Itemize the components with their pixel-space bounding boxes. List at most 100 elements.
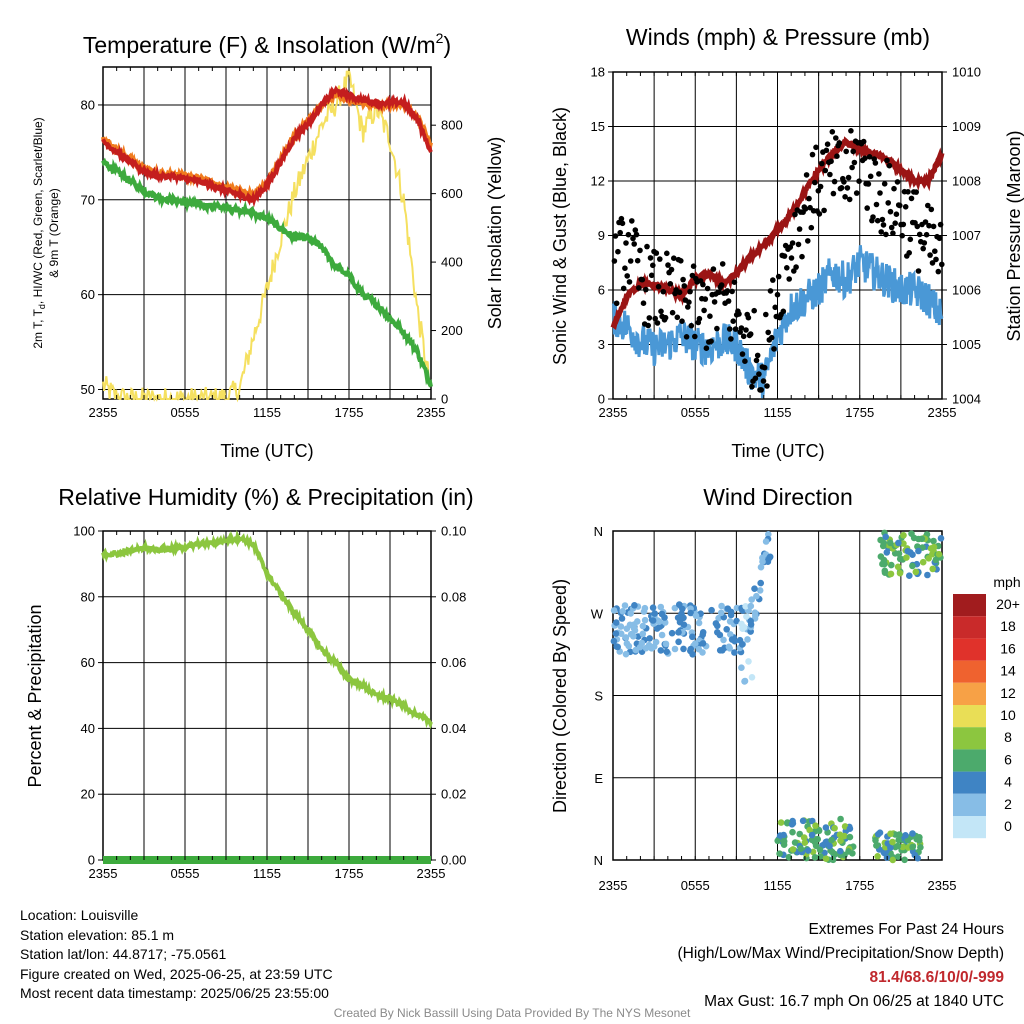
y-tick-label: 20 bbox=[81, 787, 95, 802]
wind-direction-point bbox=[662, 640, 670, 648]
wind-direction-point bbox=[808, 831, 816, 839]
y2-tick-label: 1009 bbox=[952, 119, 981, 134]
gust-point bbox=[808, 224, 815, 231]
wind-direction-point bbox=[748, 674, 756, 681]
gust-point bbox=[879, 216, 886, 223]
wind-direction-point bbox=[753, 592, 760, 600]
y2-tick-label: 0.04 bbox=[441, 721, 466, 736]
gust-point bbox=[645, 322, 651, 329]
wind-direction-point bbox=[675, 629, 682, 636]
gust-point bbox=[654, 320, 661, 326]
gust-point bbox=[763, 311, 769, 318]
gust-point bbox=[905, 189, 911, 195]
gust-point bbox=[629, 218, 635, 224]
gust-point bbox=[704, 285, 711, 292]
wind-direction-point bbox=[757, 563, 765, 571]
gust-point bbox=[848, 128, 854, 134]
wind-direction-point bbox=[874, 853, 881, 860]
wind-direction-point bbox=[739, 624, 746, 632]
legend-label: 20+ bbox=[996, 596, 1020, 612]
gust-point bbox=[780, 308, 787, 315]
gust-point bbox=[862, 155, 868, 162]
station-info: Location: Louisville Station elevation: … bbox=[20, 906, 333, 1004]
y-tick-label: 100 bbox=[73, 524, 95, 539]
temperature-y2label: Solar Insolation (Yellow) bbox=[485, 137, 505, 329]
gust-point bbox=[731, 279, 738, 286]
gust-point bbox=[742, 358, 748, 365]
gust-point bbox=[897, 202, 903, 209]
wind-direction-point bbox=[708, 606, 715, 614]
wind-direction-point bbox=[723, 626, 730, 633]
gust-point bbox=[660, 288, 667, 295]
wind-direction-point bbox=[829, 848, 836, 856]
y2-tick-label: 0.06 bbox=[441, 655, 466, 670]
gust-point bbox=[683, 334, 690, 340]
gust-point bbox=[878, 229, 884, 235]
gust-point bbox=[786, 276, 792, 282]
wind-direction-point bbox=[699, 631, 706, 639]
wind-direction-point bbox=[932, 556, 940, 564]
wind-direction-point bbox=[725, 643, 733, 651]
gust-point bbox=[793, 264, 799, 270]
wind-direction-point bbox=[780, 838, 788, 845]
x-tick-label: 2355 bbox=[928, 878, 957, 893]
wind-direction-point bbox=[935, 550, 943, 558]
wind-direction-point bbox=[757, 579, 764, 587]
gust-point bbox=[935, 268, 942, 275]
wind-direction-point bbox=[712, 620, 720, 627]
y2-tick-label: 0.00 bbox=[441, 853, 466, 868]
gust-point bbox=[687, 288, 693, 295]
gust-point bbox=[870, 214, 876, 220]
gust-point bbox=[846, 196, 853, 203]
wind-direction-point bbox=[788, 821, 796, 828]
y2-tick-label: 0.02 bbox=[441, 787, 466, 802]
gust-point bbox=[851, 159, 858, 166]
wind-direction-point bbox=[785, 853, 793, 861]
rh-line bbox=[101, 530, 433, 730]
x-tick-label: 1755 bbox=[845, 405, 874, 420]
gust-point bbox=[774, 291, 781, 298]
wind-direction-point bbox=[621, 602, 629, 609]
wind-direction-point bbox=[797, 845, 805, 852]
gust-point bbox=[823, 147, 830, 154]
gust-point bbox=[819, 160, 825, 167]
wind-direction-point bbox=[720, 636, 727, 644]
gust-point bbox=[883, 231, 889, 238]
wind-direction-point bbox=[661, 619, 669, 626]
gust-point bbox=[690, 263, 697, 270]
speed-legend-title: mph bbox=[993, 574, 1020, 590]
gust-point bbox=[726, 326, 733, 332]
wind-direction-point bbox=[766, 553, 774, 561]
x-tick-label: 2355 bbox=[89, 405, 118, 420]
wind-direction-point bbox=[657, 647, 665, 654]
gust-point bbox=[830, 190, 837, 197]
wind-direction-point bbox=[828, 836, 835, 844]
temperature-xlabel: Time (UTC) bbox=[220, 441, 313, 461]
wind-direction-point bbox=[846, 833, 854, 841]
legend-swatch bbox=[953, 771, 986, 794]
wind-direction-point bbox=[909, 843, 916, 851]
wind-direction-point bbox=[904, 836, 912, 844]
wind-direction-point bbox=[630, 633, 637, 640]
y-tick-label: 0 bbox=[598, 392, 605, 407]
legend-label: 14 bbox=[1000, 663, 1016, 679]
wind-direction-point bbox=[874, 831, 882, 838]
gust-point bbox=[655, 283, 662, 290]
temperature-ylabel-2: & 9m T (Orange) bbox=[47, 188, 61, 278]
wind-direction-point bbox=[894, 842, 902, 850]
wind-direction-point bbox=[837, 847, 844, 855]
gust-point bbox=[860, 138, 867, 145]
temperature-title: Temperature (F) & Insolation (W/m2) bbox=[83, 30, 451, 58]
gust-point bbox=[765, 329, 771, 336]
legend-label: 2 bbox=[1004, 796, 1012, 812]
gust-point bbox=[612, 233, 619, 239]
wind-direction-point bbox=[649, 617, 657, 624]
wind-direction-point bbox=[751, 585, 758, 592]
wind-direction-point bbox=[733, 604, 741, 612]
direction-tick-label: S bbox=[594, 689, 603, 704]
wind-direction-point bbox=[714, 629, 721, 636]
wind-direction-point bbox=[692, 612, 700, 619]
gust-point bbox=[916, 231, 923, 238]
gust-point bbox=[729, 288, 735, 295]
gust-point bbox=[845, 174, 852, 181]
